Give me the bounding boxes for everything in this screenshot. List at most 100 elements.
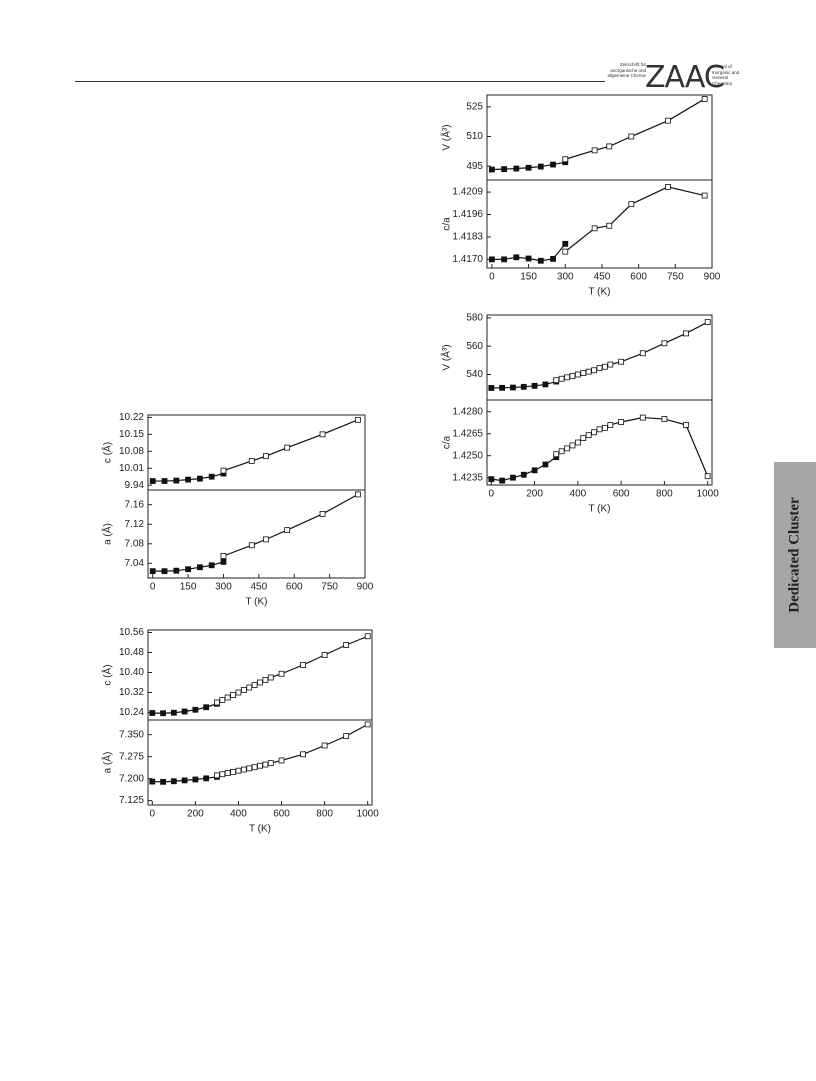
y-tick-label: 1.4250 <box>452 450 483 461</box>
data-point <box>173 567 180 574</box>
data-point <box>562 156 569 163</box>
y-axis-label: c (Å) <box>101 442 114 463</box>
data-point <box>550 161 556 168</box>
data-point <box>220 553 227 559</box>
data-point <box>510 384 516 391</box>
data-point <box>607 422 614 428</box>
y-tick-label: 1.4280 <box>452 406 483 417</box>
data-point <box>542 381 549 388</box>
data-point <box>553 377 560 384</box>
data-point <box>248 458 255 464</box>
data-point <box>355 416 361 423</box>
data-point <box>319 511 326 517</box>
data-point <box>591 147 598 154</box>
x-tick-label: 0 <box>150 809 156 820</box>
data-point <box>263 536 269 543</box>
data-point <box>499 384 506 391</box>
y-tick-label: 1.4265 <box>452 428 483 439</box>
data-point <box>343 642 350 648</box>
y-tick-label: 560 <box>466 341 483 352</box>
data-point <box>214 699 220 706</box>
x-tick-label: 600 <box>630 272 647 283</box>
data-point <box>499 477 506 484</box>
data-point <box>257 679 263 686</box>
data-point <box>208 562 215 569</box>
data-point <box>343 733 350 740</box>
data-point <box>149 710 156 716</box>
series-line <box>223 493 359 557</box>
data-point <box>585 368 592 375</box>
x-tick-label: 0 <box>489 272 495 283</box>
data-point <box>224 770 231 776</box>
data-point <box>618 419 625 425</box>
data-point <box>267 760 274 766</box>
x-tick-label: 1000 <box>697 489 720 500</box>
data-point <box>606 143 613 150</box>
data-point <box>196 475 203 482</box>
data-point <box>267 674 274 681</box>
y-tick-label: 495 <box>466 161 483 172</box>
data-point <box>661 340 668 347</box>
data-point <box>181 708 188 715</box>
y-tick-label: 10.32 <box>119 687 144 698</box>
plot-frame <box>486 179 713 269</box>
y-tick-label: 10.08 <box>119 446 144 457</box>
data-point <box>192 706 199 713</box>
logo-subtitle: Zeitschrift für anorganische und allgeme… <box>607 62 646 78</box>
data-point <box>501 166 508 173</box>
y-tick-label: 525 <box>466 102 483 113</box>
data-point <box>488 476 495 483</box>
y-tick-label: 10.22 <box>119 412 144 423</box>
y-tick-label: 1.4196 <box>452 209 483 220</box>
data-point <box>550 255 556 262</box>
data-point <box>262 761 269 768</box>
data-point <box>596 426 603 433</box>
data-point <box>235 689 242 696</box>
data-point <box>607 361 614 368</box>
x-tick-label: 400 <box>230 809 247 820</box>
logo-subtitle: Journal of Inorganic and General Chemist… <box>712 64 740 86</box>
y-tick-label: 9.94 <box>125 480 145 491</box>
data-point <box>701 96 708 102</box>
data-point <box>683 330 689 337</box>
data-point <box>251 764 258 771</box>
x-tick-label: 300 <box>215 582 232 593</box>
data-point <box>531 382 538 389</box>
data-point <box>525 255 532 262</box>
y-tick-label: 7.125 <box>119 795 144 806</box>
y-tick-label: 1.4170 <box>452 254 483 265</box>
data-point <box>525 164 532 171</box>
data-point <box>196 564 203 571</box>
y-tick-label: 10.40 <box>119 667 144 678</box>
data-point <box>230 692 236 698</box>
data-point <box>321 742 328 749</box>
data-point <box>248 542 255 549</box>
data-point <box>704 473 711 480</box>
data-point <box>569 373 576 379</box>
data-point <box>230 768 236 775</box>
y-tick-label: 540 <box>466 369 483 380</box>
data-point <box>580 370 587 376</box>
data-point <box>639 350 646 357</box>
data-point <box>564 374 570 381</box>
data-point <box>501 256 508 263</box>
y-tick-label: 10.15 <box>119 429 144 440</box>
data-point <box>203 775 210 782</box>
y-axis-label: a (Å) <box>101 523 114 545</box>
data-point <box>240 766 247 773</box>
y-axis-label: c/a <box>442 435 453 449</box>
data-point <box>364 721 371 728</box>
x-tick-label: 600 <box>273 809 290 820</box>
y-tick-label: 7.275 <box>119 751 144 762</box>
data-point <box>585 432 592 439</box>
data-point <box>257 762 263 769</box>
data-point <box>542 461 549 468</box>
data-point <box>364 633 371 640</box>
x-tick-label: 0 <box>150 582 156 593</box>
data-point <box>160 710 166 717</box>
data-point <box>602 363 608 370</box>
data-point <box>628 133 635 140</box>
data-point <box>596 365 603 372</box>
data-point <box>520 383 527 390</box>
